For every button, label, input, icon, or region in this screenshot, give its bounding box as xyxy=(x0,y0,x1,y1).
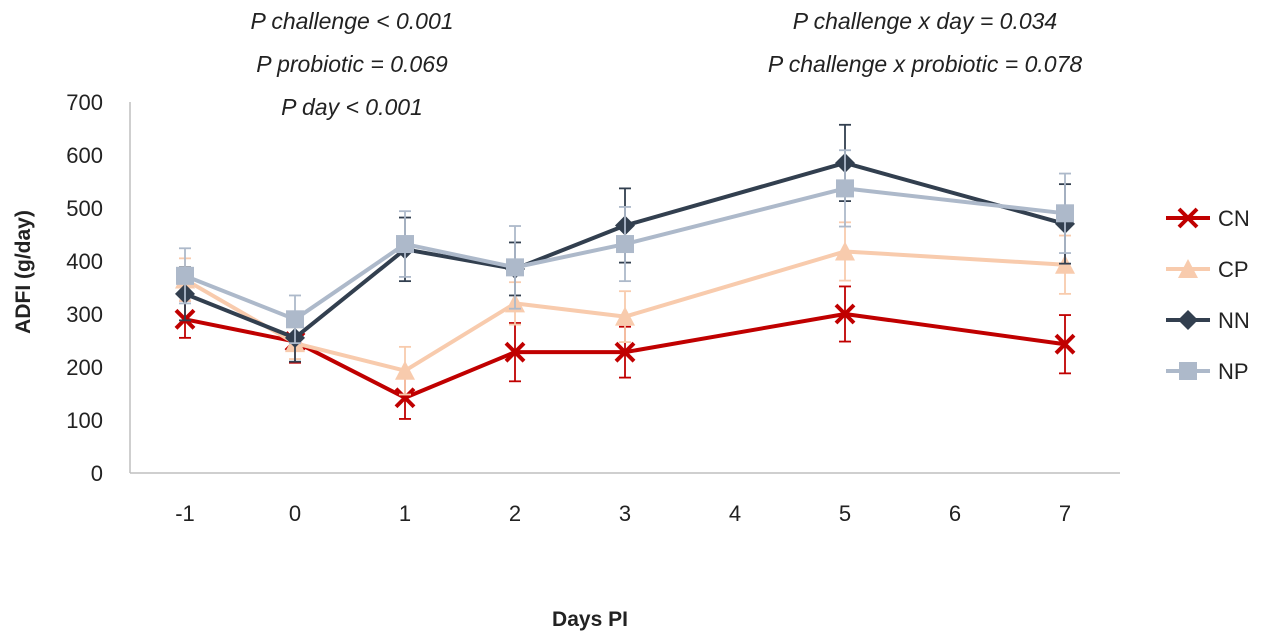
data-point-diamond-marker xyxy=(1178,310,1198,330)
legend-item-cn: CN xyxy=(1166,206,1250,231)
data-point-triangle-marker xyxy=(835,241,855,261)
data-point-x-marker xyxy=(614,341,636,363)
data-point-x-marker xyxy=(394,387,416,409)
x-tick-label: 1 xyxy=(399,501,411,526)
data-point-square-marker xyxy=(836,179,854,198)
data-point-square-marker xyxy=(1056,204,1074,223)
x-tick-label: 2 xyxy=(509,501,521,526)
data-point-triangle-marker xyxy=(1178,259,1198,278)
x-axis-title: Days PI xyxy=(552,608,628,631)
data-point-square-marker xyxy=(396,235,414,254)
y-tick-label: 300 xyxy=(66,302,103,327)
y-tick-label: 0 xyxy=(91,461,103,486)
annotation-p-probiotic: P probiotic = 0.069 xyxy=(256,51,448,77)
x-tick-label: 3 xyxy=(619,501,631,526)
y-tick-label: 100 xyxy=(66,408,103,433)
data-point-square-marker xyxy=(506,258,524,277)
y-tick-label: 700 xyxy=(66,90,103,115)
data-point-square-marker xyxy=(616,235,634,254)
axes: 0 100 200 300 400 500 600 700 -1 0 1 2 3 4 5 6 7 xyxy=(66,90,1120,526)
statistics-annotations: P challenge < 0.001 P probiotic = 0.069 … xyxy=(250,8,1082,120)
data-point-square-marker xyxy=(286,310,304,329)
y-tick-label: 500 xyxy=(66,196,103,221)
y-tick-label: 400 xyxy=(66,249,103,274)
legend-label: CP xyxy=(1218,257,1249,282)
x-tick-label: 4 xyxy=(729,501,741,526)
data-point-square-marker xyxy=(1179,362,1197,380)
annotation-p-challenge: P challenge < 0.001 xyxy=(250,8,453,34)
legend: CN CP NN NP xyxy=(1166,206,1250,384)
legend-label: NN xyxy=(1218,308,1250,333)
legend-label: CN xyxy=(1218,206,1250,231)
annotation-p-challenge-x-probiotic: P challenge x probiotic = 0.078 xyxy=(768,51,1083,77)
x-tick-label: 6 xyxy=(949,501,961,526)
series-np xyxy=(176,149,1074,345)
y-tick-label: 200 xyxy=(66,355,103,380)
legend-item-cp: CP xyxy=(1166,257,1249,282)
x-tick-label: 0 xyxy=(289,501,301,526)
y-tick-label: 600 xyxy=(66,143,103,168)
series-layer xyxy=(174,123,1076,420)
data-point-x-marker xyxy=(504,341,526,363)
x-tick-label: 7 xyxy=(1059,501,1071,526)
x-tick-label: -1 xyxy=(175,501,195,526)
data-point-x-marker xyxy=(1054,333,1076,355)
legend-item-nn: NN xyxy=(1166,308,1250,333)
data-point-square-marker xyxy=(176,266,194,285)
legend-item-np: NP xyxy=(1166,359,1249,384)
data-point-triangle-marker xyxy=(395,360,415,380)
y-axis-title: ADFI (g/day) xyxy=(12,210,35,334)
data-point-triangle-marker xyxy=(615,306,635,326)
data-point-x-marker xyxy=(1177,207,1199,229)
annotation-p-day: P day < 0.001 xyxy=(281,94,423,120)
x-tick-label: 5 xyxy=(839,501,851,526)
annotation-p-challenge-x-day: P challenge x day = 0.034 xyxy=(793,8,1057,34)
data-point-x-marker xyxy=(834,303,856,325)
legend-label: NP xyxy=(1218,359,1249,384)
